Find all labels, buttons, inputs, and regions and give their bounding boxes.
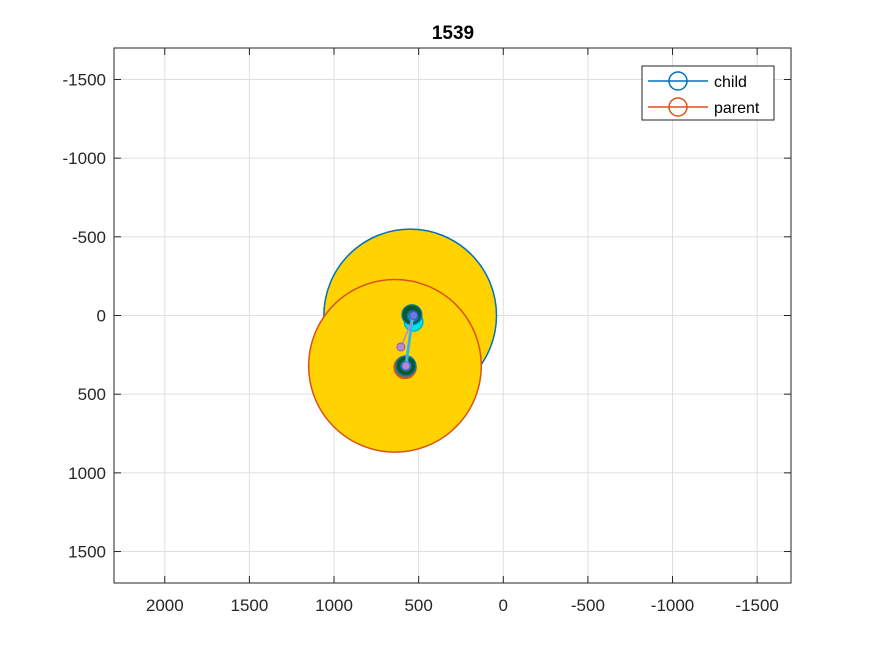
legend-marker-parent [668, 97, 688, 117]
y-tick-label: -1000 [63, 149, 106, 168]
point-marker-0 [409, 311, 419, 320]
y-tick-label: 1500 [68, 543, 106, 562]
data-marks [307, 228, 498, 453]
legend-label-parent: parent [714, 100, 760, 117]
y-tick-label: 0 [97, 307, 106, 326]
plot-area [113, 47, 792, 584]
y-tick-labels: -1500 -1000 -500 0 500 1000 1500 [63, 70, 106, 561]
x-tick-label: -1500 [735, 596, 778, 615]
legend-box [641, 65, 775, 121]
y-tick-label: -1500 [63, 70, 106, 89]
y-tick-label: -500 [72, 228, 106, 247]
y-tick-label: 500 [78, 385, 106, 404]
x-tick-labels: 2000 1500 1000 500 0 -500 -1000 -1500 [146, 596, 779, 615]
x-tick-label: 0 [499, 596, 508, 615]
legend-entry-parent: parent [648, 97, 760, 117]
point-marker-2 [401, 361, 411, 371]
link-line-2 [400, 316, 415, 348]
legend-entry-child: child [648, 71, 747, 91]
x-tick-label: 500 [404, 596, 432, 615]
x-tick-label: 1500 [230, 596, 268, 615]
x-tick-label: 2000 [146, 596, 184, 615]
x-tick-label: 1000 [315, 596, 353, 615]
tick-marks [114, 48, 791, 583]
point-marker-1 [396, 342, 406, 352]
y-tick-label: 1000 [68, 464, 106, 483]
x-tick-label: -1000 [651, 596, 694, 615]
legend: child parent [641, 65, 775, 121]
legend-marker-child [668, 71, 688, 91]
link-line-1 [405, 315, 414, 366]
chart-title: 1539 [432, 23, 474, 44]
x-tick-label: -500 [571, 596, 605, 615]
legend-label-child: child [714, 74, 747, 91]
